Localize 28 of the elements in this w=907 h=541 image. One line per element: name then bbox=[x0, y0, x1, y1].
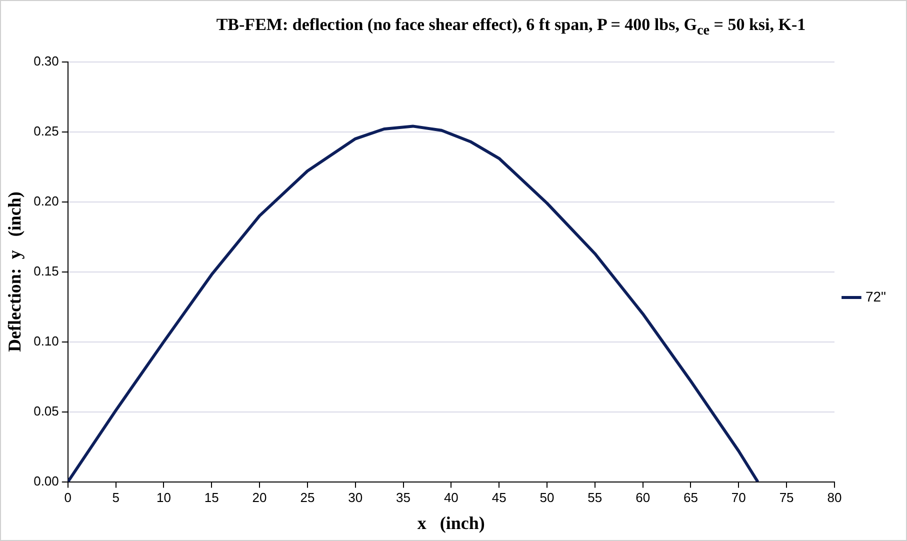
x-tick-label: 80 bbox=[827, 490, 842, 506]
x-tick-label: 20 bbox=[252, 490, 267, 506]
x-tick-label: 75 bbox=[779, 490, 794, 506]
y-tick-label: 0.05 bbox=[34, 403, 59, 418]
y-axis-title: Deflection: y (inch) bbox=[4, 192, 24, 352]
y-tick-label: 0.10 bbox=[34, 333, 59, 348]
y-tick-label: 0.15 bbox=[34, 263, 59, 278]
x-tick-label: 30 bbox=[348, 490, 363, 506]
chart-title: TB-FEM: deflection (no face shear effect), 6 ft span, P = 400 lbs, G$_{ce}$ = 50 ksi, K-1 bbox=[215, 15, 807, 40]
x-tick-label: 10 bbox=[156, 490, 171, 506]
legend-label: 72" bbox=[865, 288, 886, 304]
x-tick-label: 65 bbox=[683, 490, 698, 506]
x-tick-label: 25 bbox=[300, 490, 315, 506]
x-tick-label: 45 bbox=[492, 490, 506, 506]
x-axis-title: x (inch) bbox=[417, 512, 485, 533]
x-tick-label: 5 bbox=[112, 490, 120, 506]
y-tick-label: 0.20 bbox=[34, 193, 59, 208]
x-tick-label: 35 bbox=[396, 490, 411, 506]
x-tick-label: 55 bbox=[588, 490, 602, 506]
x-tick-label: 70 bbox=[731, 490, 746, 506]
x-tick-label: 40 bbox=[444, 490, 458, 506]
x-tick-label: 15 bbox=[204, 490, 219, 506]
x-tick-label: 0 bbox=[64, 490, 72, 506]
y-tick-label: 0.30 bbox=[34, 53, 59, 68]
y-tick-label: 0.25 bbox=[34, 123, 59, 138]
y-tick-label: 0.00 bbox=[34, 473, 59, 488]
x-tick-label: 60 bbox=[636, 490, 650, 506]
x-tick-label: 50 bbox=[540, 490, 554, 506]
